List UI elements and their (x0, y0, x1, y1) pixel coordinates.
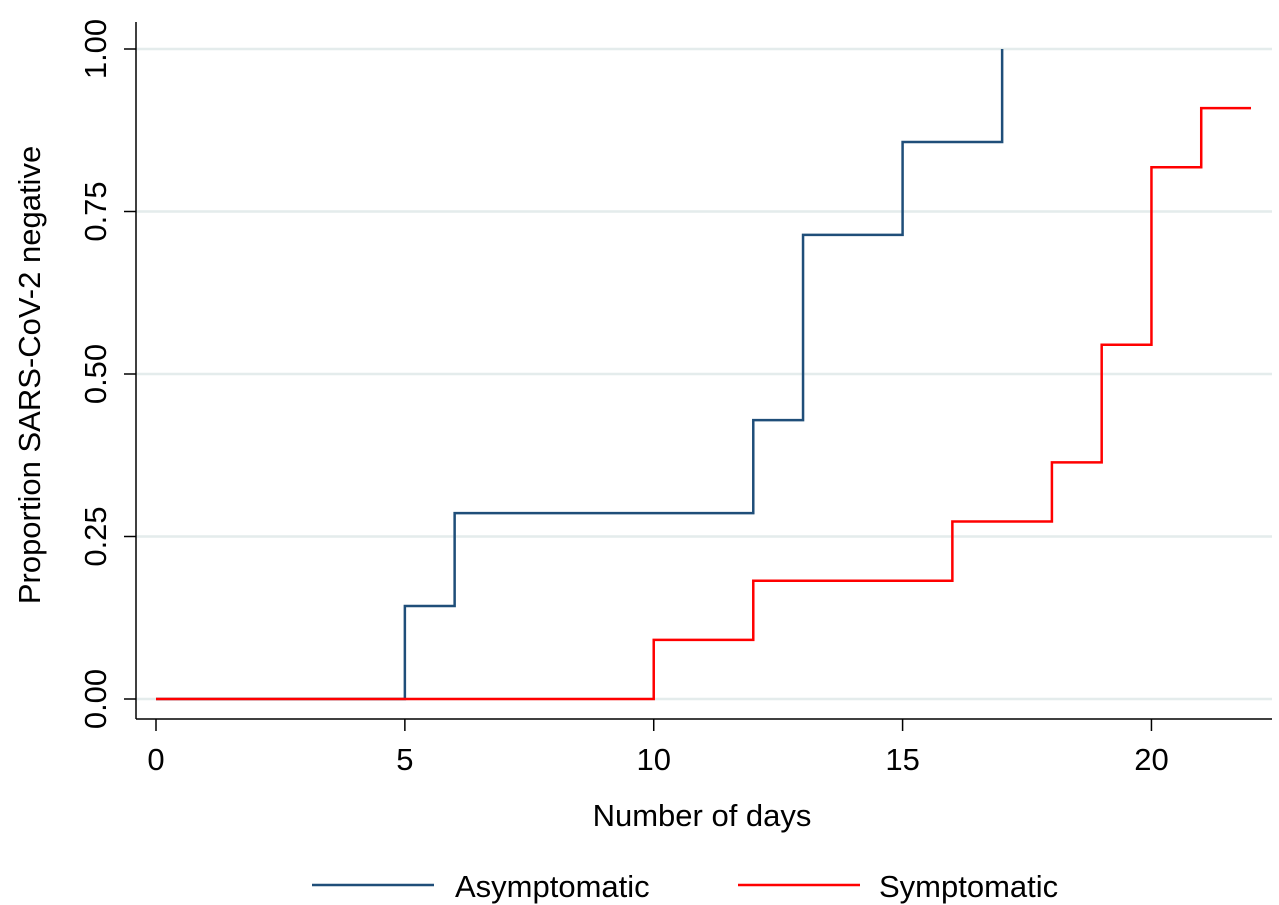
grid-lines (136, 47, 1272, 701)
y-tick-label: 0.25 (78, 506, 113, 566)
x-tick-label: 5 (396, 742, 413, 777)
legend-label-asymptomatic: Asymptomatic (455, 869, 650, 904)
legend: Asymptomatic Symptomatic (312, 869, 1058, 904)
legend-label-symptomatic: Symptomatic (879, 869, 1058, 904)
series-line-asymptomatic (156, 49, 1004, 701)
x-axis-title: Number of days (593, 798, 812, 833)
axes (135, 22, 1272, 720)
ticks: 0.00 0.25 0.50 0.75 1.00 0 5 10 15 20 (78, 19, 1169, 777)
y-tick-label: 0.50 (78, 344, 113, 404)
y-tick-label: 0.75 (78, 181, 113, 241)
x-tick-label: 15 (885, 742, 919, 777)
y-axis-title: Proportion SARS-CoV-2 negative (12, 146, 47, 604)
x-tick-label: 0 (147, 742, 164, 777)
x-tick-label: 20 (1134, 742, 1168, 777)
series-line-symptomatic (156, 106, 1251, 701)
x-tick-label: 10 (636, 742, 670, 777)
y-tick-label: 1.00 (78, 19, 113, 79)
y-tick-label: 0.00 (78, 669, 113, 729)
series-lines (156, 49, 1251, 701)
